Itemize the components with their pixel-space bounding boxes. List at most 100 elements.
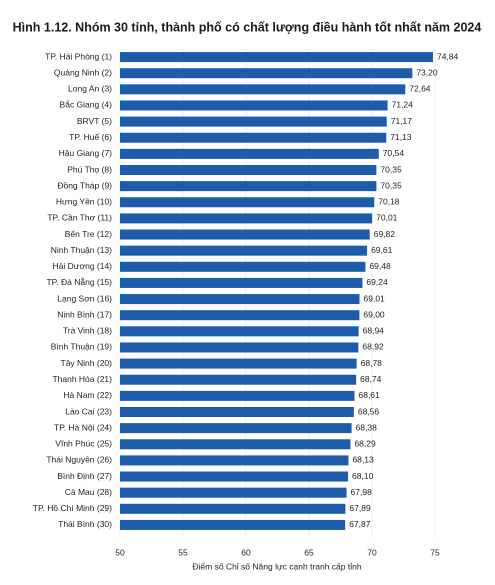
bar: [120, 294, 360, 305]
y-tick-label: TP. Hà Nội (24): [54, 422, 112, 432]
bar: [120, 213, 373, 224]
y-tick-label: Bắc Giang (4): [60, 100, 113, 110]
bar: [120, 407, 354, 417]
bar: [120, 100, 388, 111]
bar: [120, 310, 360, 321]
value-label: 68,78: [361, 358, 383, 368]
value-label: 70,18: [378, 197, 400, 207]
value-label: 71,24: [392, 100, 414, 110]
value-label: 73,20: [416, 67, 438, 77]
bar: [120, 148, 379, 159]
bar: [120, 439, 351, 450]
y-tick-label: Thanh Hóa (21): [52, 374, 112, 384]
bar: [120, 181, 377, 192]
bar: [120, 471, 349, 482]
bar: [120, 68, 413, 79]
y-tick-label: Đồng Tháp (9): [57, 180, 112, 190]
bar: [120, 277, 363, 288]
value-label: 70,54: [383, 148, 405, 158]
value-label: 69,01: [364, 293, 386, 303]
value-label: 68,94: [363, 326, 385, 336]
y-tick-label: Long An (3): [68, 84, 112, 94]
bar: [120, 165, 377, 175]
value-label: 68,29: [354, 439, 376, 449]
value-label: 71,13: [390, 132, 412, 142]
y-tick-label: Hưng Yên (10): [56, 197, 112, 207]
value-label: 69,00: [363, 309, 385, 319]
y-tick-label: Vĩnh Phúc (25): [55, 439, 112, 449]
value-label: 69,61: [371, 245, 393, 255]
bar: [120, 229, 370, 240]
value-label: 70,35: [380, 164, 402, 174]
y-tick-label: Trà Vinh (18): [63, 326, 112, 336]
y-tick-label: Lào Cai (23): [65, 406, 112, 416]
y-tick-label: TP. Hải Phòng (1): [45, 51, 112, 61]
y-tick-label: Hà Nam (22): [63, 390, 112, 400]
chart-title: Hình 1.12. Nhóm 30 tỉnh, thành phố có ch…: [13, 20, 482, 34]
y-tick-label: TP. Đà Nẵng (15): [46, 277, 112, 287]
bar: [120, 261, 366, 272]
bar: [120, 374, 357, 385]
bar: [120, 342, 359, 353]
bar: [120, 503, 346, 514]
value-label: 67,89: [349, 503, 371, 513]
bar: [120, 245, 368, 256]
y-tick-label: Bến Tre (12): [65, 229, 112, 239]
y-tick-label: BRVT (5): [77, 116, 112, 126]
value-label: 70,01: [376, 213, 398, 223]
value-label: 68,10: [352, 471, 374, 481]
y-tick-label: Thái Bình (30): [58, 519, 112, 529]
bar: [120, 326, 359, 337]
bar: [120, 455, 349, 466]
value-label: 68,74: [360, 374, 382, 384]
bar: [120, 197, 375, 208]
value-label: 67,87: [349, 519, 371, 529]
bar: [120, 487, 347, 498]
value-label: 67,98: [351, 487, 373, 497]
bar: [120, 423, 352, 434]
y-tick-label: Cà Mau (28): [65, 487, 112, 497]
value-label: 68,61: [358, 390, 380, 400]
y-tick-label: TP. Hồ Chí Minh (29): [33, 503, 112, 513]
value-label: 69,82: [374, 229, 396, 239]
value-label: 74,84: [437, 51, 459, 61]
x-tick-label: 55: [178, 547, 188, 557]
x-axis-label: Điểm số Chỉ số Năng lực cạnh tranh cấp t…: [192, 561, 361, 571]
x-tick-label: 50: [115, 547, 125, 557]
y-tick-label: TP. Cần Thơ (11): [47, 213, 112, 223]
bar: [120, 132, 387, 143]
bar: [120, 52, 433, 63]
y-tick-label: Bình Thuận (19): [51, 342, 112, 352]
y-tick-label: Hải Dương (14): [53, 261, 113, 271]
y-tick-label: Lạng Sơn (16): [57, 293, 112, 303]
bar: [120, 519, 346, 530]
value-label: 68,38: [356, 422, 378, 432]
y-tick-label: Thái Nguyên (26): [46, 455, 112, 465]
y-tick-label: Tây Ninh (20): [61, 358, 113, 368]
bar: [120, 358, 357, 369]
bar: [120, 84, 406, 95]
y-tick-label: Ninh Thuận (13): [51, 245, 112, 255]
x-tick-label: 65: [304, 547, 314, 557]
value-label: 69,48: [369, 261, 391, 271]
y-tick-label: Ninh Bình (17): [57, 309, 112, 319]
bar: [120, 116, 387, 127]
y-tick-label: Phú Thọ (8): [67, 164, 112, 174]
x-tick-label: 60: [241, 547, 251, 557]
x-tick-label: 70: [367, 547, 377, 557]
value-label: 68,92: [362, 342, 384, 352]
value-label: 72,64: [409, 84, 431, 94]
y-tick-label: Quảng Ninh (2): [54, 67, 112, 77]
value-label: 68,13: [352, 455, 374, 465]
value-label: 68,56: [358, 406, 380, 416]
x-tick-label: 75: [430, 547, 440, 557]
value-label: 69,24: [366, 277, 388, 287]
value-label: 71,17: [391, 116, 413, 126]
bar: [120, 390, 355, 401]
y-tick-label: Hậu Giang (7): [59, 148, 113, 158]
y-tick-label: Bình Định (27): [57, 471, 112, 481]
value-label: 70,35: [380, 180, 402, 190]
y-tick-label: TP. Huế (6): [69, 132, 112, 142]
